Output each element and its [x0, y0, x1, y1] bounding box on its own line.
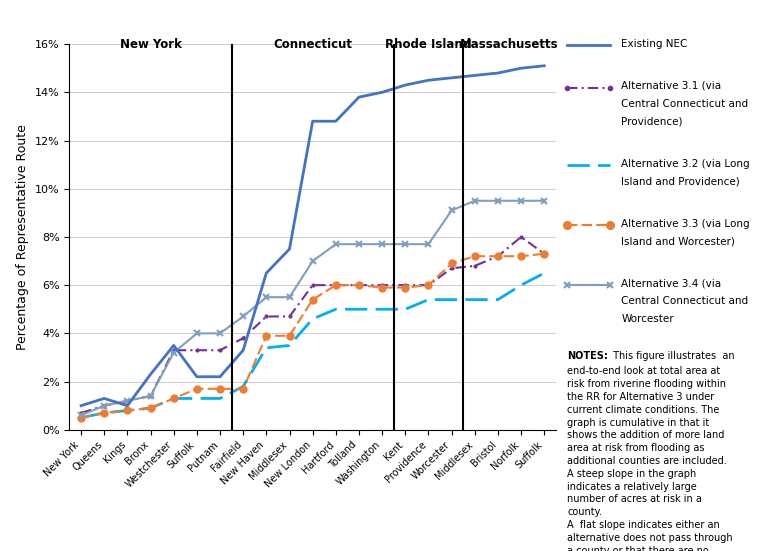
- Text: This figure illustrates  an: This figure illustrates an: [610, 351, 734, 361]
- Text: Providence): Providence): [621, 116, 683, 126]
- Text: Worcester: Worcester: [621, 314, 674, 324]
- Text: Rhode Island: Rhode Island: [385, 39, 472, 51]
- Text: Alternative 3.2 (via Long: Alternative 3.2 (via Long: [621, 159, 750, 169]
- Text: Island and Worcester): Island and Worcester): [621, 236, 736, 246]
- Text: New York: New York: [120, 39, 181, 51]
- Text: NOTES:: NOTES:: [567, 351, 608, 361]
- Text: Central Connecticut and: Central Connecticut and: [621, 296, 749, 306]
- Text: end-to-end look at total area at
risk from riverine flooding within
the RR for A: end-to-end look at total area at risk fr…: [567, 366, 733, 551]
- Y-axis label: Percentage of Representative Route: Percentage of Representative Route: [16, 124, 29, 350]
- Text: Massachusetts: Massachusetts: [460, 39, 559, 51]
- Text: Central Connecticut and: Central Connecticut and: [621, 99, 749, 109]
- Text: Existing NEC: Existing NEC: [621, 39, 688, 48]
- Text: Island and Providence): Island and Providence): [621, 176, 740, 186]
- Text: Connecticut: Connecticut: [273, 39, 352, 51]
- Text: Alternative 3.3 (via Long: Alternative 3.3 (via Long: [621, 219, 750, 229]
- Text: Alternative 3.1 (via: Alternative 3.1 (via: [621, 81, 722, 91]
- Text: Alternative 3.4 (via: Alternative 3.4 (via: [621, 279, 722, 289]
